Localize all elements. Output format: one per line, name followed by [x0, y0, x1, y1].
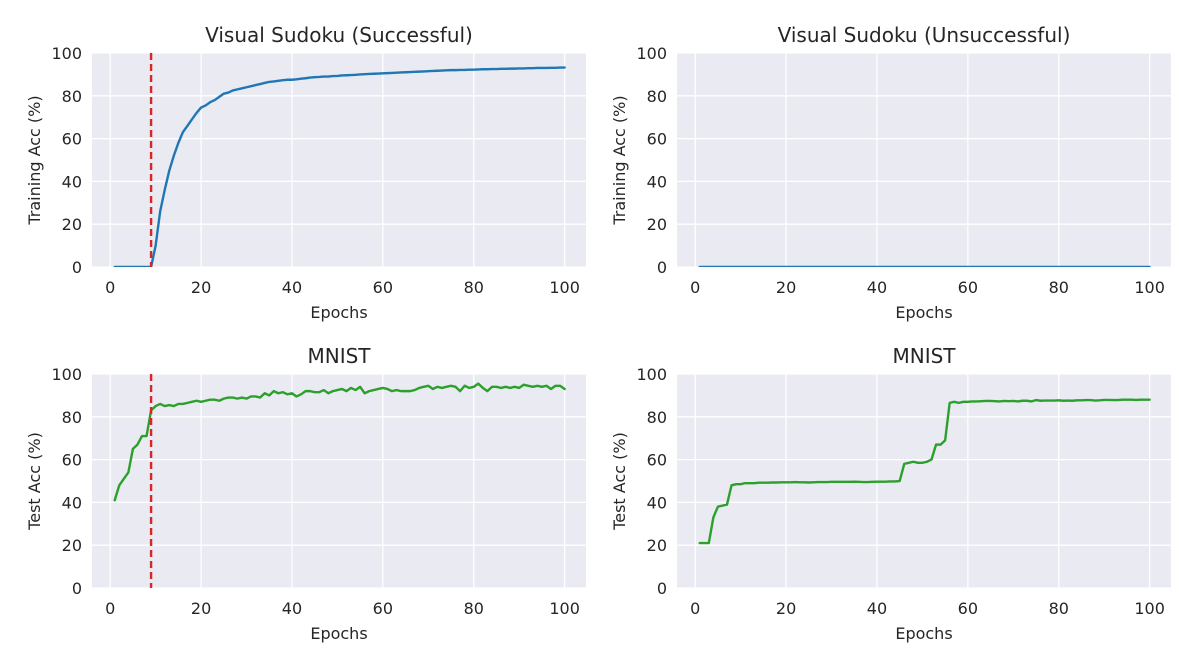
x-tick-label: 0 [105, 278, 115, 297]
y-axis-label: Training Acc (%) [610, 95, 629, 225]
x-tick-label: 60 [373, 278, 393, 297]
plot-background [92, 53, 586, 267]
x-tick-label: 0 [690, 599, 700, 618]
y-axis-label: Test Acc (%) [610, 432, 629, 531]
x-tick-label: 100 [549, 278, 580, 297]
plot-background [92, 374, 586, 588]
x-tick-label: 100 [549, 599, 580, 618]
y-tick-label: 0 [72, 258, 82, 277]
y-tick-label: 100 [636, 365, 667, 384]
x-tick-label: 0 [690, 278, 700, 297]
y-tick-label: 0 [72, 579, 82, 598]
y-tick-label: 20 [62, 215, 82, 234]
x-axis-label: Epochs [310, 624, 367, 643]
x-tick-label: 80 [464, 278, 484, 297]
y-tick-label: 80 [647, 87, 667, 106]
y-tick-label: 60 [62, 130, 82, 149]
x-tick-label: 20 [776, 278, 796, 297]
y-axis-label: Training Acc (%) [25, 95, 44, 225]
y-tick-label: 40 [62, 493, 82, 512]
y-tick-label: 100 [636, 44, 667, 63]
y-tick-label: 80 [62, 408, 82, 427]
x-tick-label: 40 [282, 599, 302, 618]
y-tick-label: 20 [647, 215, 667, 234]
x-tick-label: 80 [464, 599, 484, 618]
y-tick-label: 80 [62, 87, 82, 106]
x-tick-label: 100 [1134, 278, 1165, 297]
subplot-2: 0 20 40 60 80 100 0 20 40 60 80 100 Visual Sudoku (U… [610, 23, 1171, 322]
y-tick-label: 40 [647, 172, 667, 191]
x-tick-label: 40 [867, 599, 887, 618]
chart-title: Visual Sudoku (Successful) [205, 23, 473, 47]
x-tick-label: 40 [867, 278, 887, 297]
chart-title: Visual Sudoku (Unsuccessful) [778, 23, 1071, 47]
subplot-1: 0 20 40 60 80 100 0 20 40 60 80 100 Visual Sudoku (S… [25, 23, 586, 322]
y-tick-label: 100 [51, 365, 82, 384]
y-tick-label: 0 [657, 579, 667, 598]
series-line-1 [698, 398, 1151, 545]
x-tick-label: 40 [282, 278, 302, 297]
subplot-4: 0 20 40 60 80 100 0 20 40 60 80 100 MNIST Epochs Test … [610, 344, 1171, 643]
x-axis-label: Epochs [895, 624, 952, 643]
x-tick-label: 100 [1134, 599, 1165, 618]
plot-background [677, 374, 1171, 588]
x-tick-label: 20 [191, 278, 211, 297]
plot-background [677, 53, 1171, 267]
y-tick-label: 20 [62, 536, 82, 555]
y-tick-label: 100 [51, 44, 82, 63]
y-axis-label: Test Acc (%) [25, 432, 44, 531]
x-tick-label: 80 [1049, 278, 1069, 297]
series-line-1 [113, 382, 566, 502]
y-tick-label: 80 [647, 408, 667, 427]
y-tick-label: 60 [62, 451, 82, 470]
y-tick-label: 40 [647, 493, 667, 512]
y-tick-label: 60 [647, 130, 667, 149]
chart-title: MNIST [307, 344, 371, 368]
y-tick-label: 60 [647, 451, 667, 470]
series-line-1 [113, 66, 566, 267]
x-tick-label: 80 [1049, 599, 1069, 618]
y-tick-label: 20 [647, 536, 667, 555]
x-tick-label: 20 [191, 599, 211, 618]
y-tick-label: 0 [657, 258, 667, 277]
x-axis-label: Epochs [895, 303, 952, 322]
x-tick-label: 60 [958, 599, 978, 618]
y-tick-label: 40 [62, 172, 82, 191]
x-tick-label: 20 [776, 599, 796, 618]
chart-title: MNIST [892, 344, 956, 368]
x-tick-label: 60 [958, 278, 978, 297]
x-tick-label: 0 [105, 599, 115, 618]
subplot-3: 0 20 40 60 80 100 0 20 40 60 80 100 MNIST Epochs Test … [25, 344, 586, 643]
x-tick-label: 60 [373, 599, 393, 618]
x-axis-label: Epochs [310, 303, 367, 322]
